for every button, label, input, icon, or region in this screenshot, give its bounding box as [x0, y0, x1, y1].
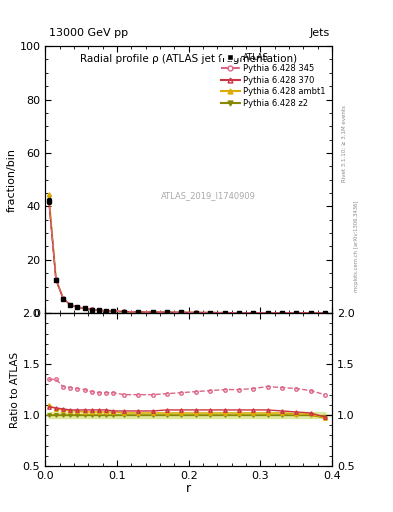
Y-axis label: fraction/bin: fraction/bin — [7, 147, 17, 211]
Text: 13000 GeV pp: 13000 GeV pp — [49, 28, 128, 38]
Y-axis label: Ratio to ATLAS: Ratio to ATLAS — [10, 352, 20, 428]
Text: mcplots.cern.ch [arXiv:1306.3436]: mcplots.cern.ch [arXiv:1306.3436] — [354, 200, 359, 291]
X-axis label: r: r — [186, 482, 191, 495]
Legend: ATLAS, Pythia 6.428 345, Pythia 6.428 370, Pythia 6.428 ambt1, Pythia 6.428 z2: ATLAS, Pythia 6.428 345, Pythia 6.428 37… — [219, 50, 328, 110]
Text: Jets: Jets — [310, 28, 330, 38]
Text: ATLAS_2019_I1740909: ATLAS_2019_I1740909 — [161, 191, 256, 200]
Text: Rivet 3.1.10; ≥ 3.1M events: Rivet 3.1.10; ≥ 3.1M events — [342, 105, 347, 182]
Text: Radial profile ρ (ATLAS jet fragmentation): Radial profile ρ (ATLAS jet fragmentatio… — [80, 54, 297, 64]
